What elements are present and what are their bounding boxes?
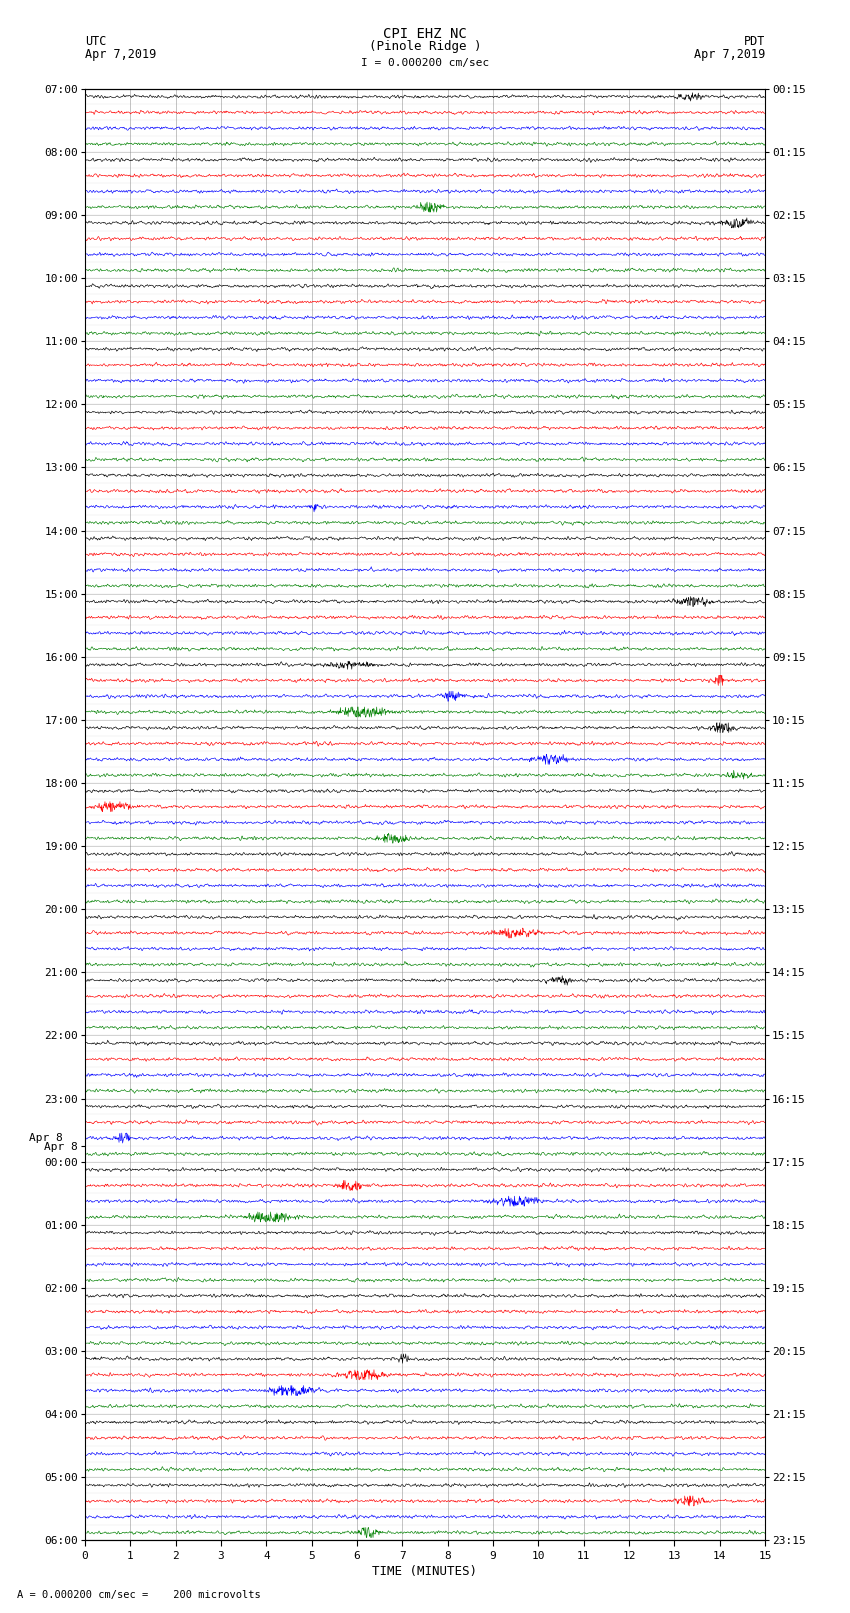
Text: (Pinole Ridge ): (Pinole Ridge ) — [369, 40, 481, 53]
Text: Apr 7,2019: Apr 7,2019 — [85, 48, 156, 61]
Text: UTC: UTC — [85, 35, 106, 48]
Text: Apr 7,2019: Apr 7,2019 — [694, 48, 765, 61]
X-axis label: TIME (MINUTES): TIME (MINUTES) — [372, 1565, 478, 1578]
Text: I = 0.000200 cm/sec: I = 0.000200 cm/sec — [361, 58, 489, 68]
Text: CPI EHZ NC: CPI EHZ NC — [383, 27, 467, 42]
Text: PDT: PDT — [744, 35, 765, 48]
Text: A = 0.000200 cm/sec =    200 microvolts: A = 0.000200 cm/sec = 200 microvolts — [17, 1590, 261, 1600]
Text: Apr 8: Apr 8 — [29, 1132, 62, 1144]
